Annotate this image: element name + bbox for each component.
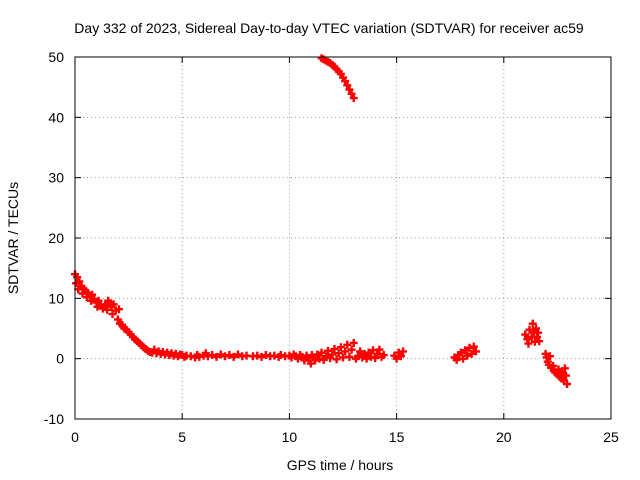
data-point — [216, 350, 225, 359]
x-tick-label: 20 — [496, 429, 512, 445]
data-point — [306, 359, 315, 368]
data-point — [347, 345, 356, 354]
data-point — [195, 352, 204, 361]
x-tick-label: 0 — [71, 429, 79, 445]
data-point — [456, 348, 465, 357]
data-point — [360, 349, 369, 358]
data-point — [396, 352, 405, 361]
data-point — [330, 345, 339, 354]
data-point — [373, 349, 382, 358]
data-point — [332, 355, 341, 364]
data-point — [371, 354, 380, 363]
data-point — [261, 351, 270, 360]
data-point — [461, 346, 470, 355]
data-point — [343, 340, 352, 349]
x-tick-label: 15 — [389, 429, 405, 445]
data-point — [109, 300, 118, 309]
data-point — [212, 352, 221, 361]
data-point — [341, 347, 350, 356]
chart-title: Day 332 of 2023, Sidereal Day-to-day VTE… — [74, 20, 584, 36]
data-point — [343, 81, 352, 90]
data-point — [334, 349, 343, 358]
data-point — [101, 301, 110, 310]
data-point — [113, 315, 122, 324]
y-tick-label: 10 — [48, 290, 64, 306]
data-point — [379, 351, 388, 360]
data-point — [103, 305, 112, 314]
data-point — [317, 348, 326, 357]
data-point — [399, 347, 408, 356]
data-point — [75, 277, 84, 286]
x-tick-label: 5 — [178, 429, 186, 445]
y-tick-label: 40 — [48, 109, 64, 125]
data-point — [534, 328, 543, 337]
data-point — [328, 350, 337, 359]
grid-lines — [75, 57, 611, 419]
data-point — [561, 371, 570, 380]
data-point — [354, 352, 363, 361]
data-point — [186, 352, 195, 361]
data-point — [221, 352, 230, 361]
data-point — [463, 351, 472, 360]
data-point — [531, 324, 540, 333]
y-tick-label: 30 — [48, 170, 64, 186]
data-point — [311, 356, 320, 365]
data-point — [114, 305, 123, 314]
y-tick-label: 50 — [48, 49, 64, 65]
data-point — [347, 89, 356, 98]
axes: 0 5 10 15 20 25 -10 0 10 20 30 40 50 — [44, 49, 619, 445]
data-point — [73, 273, 82, 282]
x-tick-label: 25 — [603, 429, 619, 445]
data-point — [545, 352, 554, 361]
x-axis-label: GPS time / hours — [287, 457, 394, 473]
data-point — [345, 352, 354, 361]
y-tick-label: -10 — [44, 411, 64, 427]
data-point — [524, 339, 533, 348]
data-point — [560, 364, 569, 373]
data-point — [528, 319, 537, 328]
data-point — [313, 350, 322, 359]
data-point — [225, 351, 234, 360]
data-point — [563, 380, 572, 389]
data-point — [535, 337, 544, 346]
data-point — [469, 342, 478, 351]
data-point — [349, 338, 358, 347]
data-point — [349, 94, 358, 103]
data-point — [345, 85, 354, 94]
data-points — [71, 54, 572, 389]
data-point — [521, 330, 530, 339]
data-point — [96, 300, 105, 309]
data-point — [392, 354, 401, 363]
data-point — [276, 351, 285, 360]
data-point — [341, 77, 350, 86]
data-point — [233, 350, 242, 359]
data-point — [452, 355, 461, 364]
x-tick-label: 10 — [282, 429, 298, 445]
data-point — [366, 352, 375, 361]
data-point — [323, 346, 332, 355]
data-point — [364, 348, 373, 357]
y-tick-label: 0 — [56, 351, 64, 367]
data-point — [229, 352, 238, 361]
data-point — [253, 351, 262, 360]
data-point — [203, 352, 212, 361]
data-point — [208, 351, 217, 360]
data-point — [362, 354, 371, 363]
data-point — [315, 354, 324, 363]
data-point — [88, 290, 97, 299]
data-point — [300, 356, 309, 365]
data-point — [465, 343, 474, 352]
data-point — [375, 345, 384, 354]
data-point — [356, 347, 365, 356]
data-point — [467, 349, 476, 358]
data-point — [257, 352, 266, 361]
data-point — [321, 352, 330, 361]
data-point — [459, 354, 468, 363]
data-point — [525, 325, 534, 334]
y-tick-label: 20 — [48, 230, 64, 246]
data-point — [336, 343, 345, 352]
data-point — [471, 347, 480, 356]
y-axis-label: SDTVAR / TECUs — [5, 182, 21, 294]
